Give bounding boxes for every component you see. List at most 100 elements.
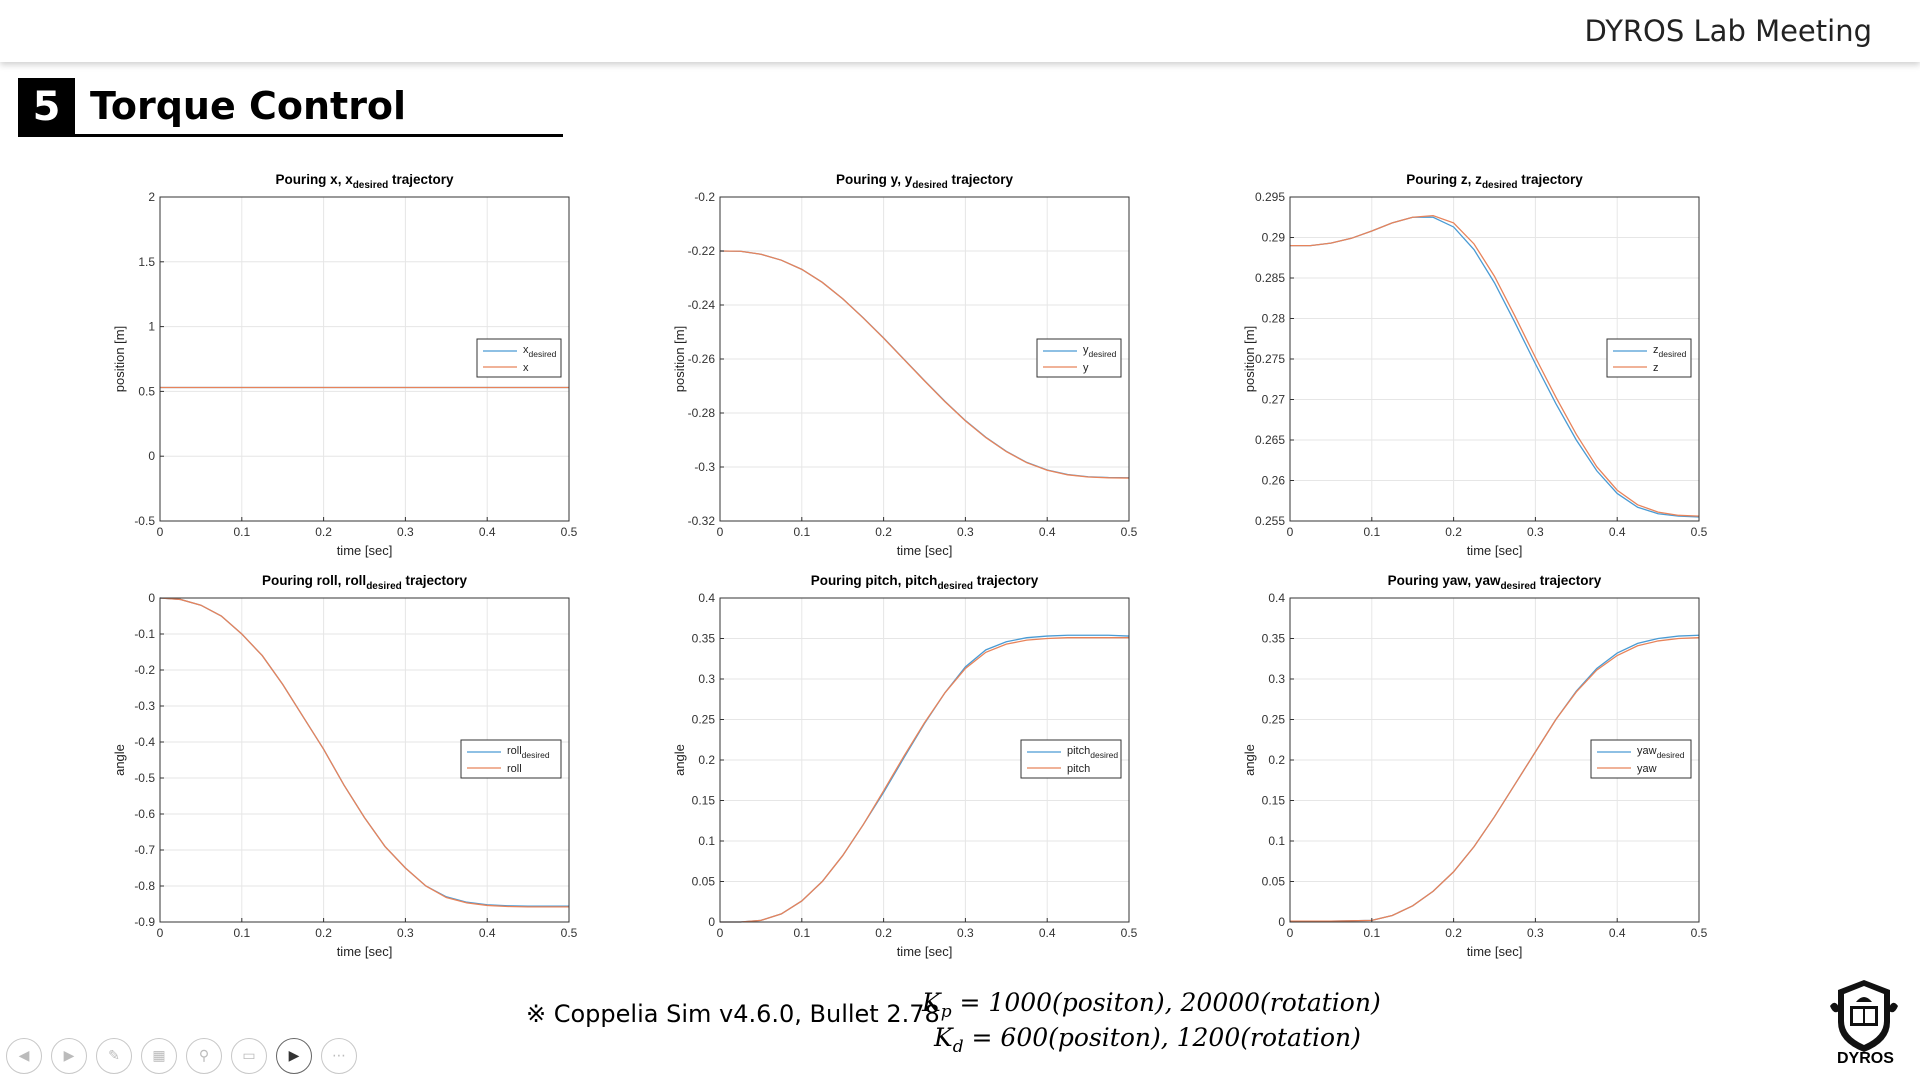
y-axis-label: position [m] <box>112 326 127 392</box>
x-tick-label: 0.5 <box>561 926 578 940</box>
subtitles-icon[interactable]: ▭ <box>231 1038 267 1074</box>
kd-subscript: d <box>952 1037 964 1057</box>
x-axis-label: time [sec] <box>1467 944 1523 959</box>
y-tick-label: 0.4 <box>1268 591 1285 605</box>
x-tick-label: 0.5 <box>561 525 578 539</box>
y-tick-label: -0.6 <box>134 807 155 821</box>
section-underline <box>18 134 563 137</box>
chart-title: Pouring yaw, yawdesired trajectory <box>1388 573 1602 592</box>
legend-entry: rolldesired <box>507 745 550 760</box>
chart-roll-trajectory: 0 0.1 0.2 0.3 0.4 0.5 -0.9 -0.8 -0.7 -0.6 -0.5 -0.4… <box>112 573 578 959</box>
legend-box <box>1036 338 1122 378</box>
pen-icon[interactable]: ✎ <box>96 1038 132 1074</box>
x-tick-label: 0.4 <box>1609 525 1626 539</box>
x-axis-label: time [sec] <box>897 543 953 558</box>
legend-box <box>460 739 562 779</box>
x-tick-label: 0.4 <box>1609 926 1626 940</box>
camera-icon[interactable]: ▶ <box>276 1038 312 1074</box>
y-tick-label: -0.3 <box>694 460 715 474</box>
y-tick-label: -0.24 <box>688 298 716 312</box>
y-tick-label: 0.29 <box>1262 231 1286 245</box>
y-tick-label: 0 <box>708 915 715 929</box>
y-tick-label: 0.275 <box>1255 352 1285 366</box>
legend-entry: z <box>1653 362 1659 374</box>
next-icon[interactable]: ▶ <box>51 1038 87 1074</box>
simulation-note: ※ Coppelia Sim v4.6.0, Bullet 2.78 <box>526 1000 940 1028</box>
y-tick-label: 0.3 <box>1268 672 1285 686</box>
header-bar: DYROS Lab Meeting <box>0 0 1920 62</box>
x-axis-label: time [sec] <box>1467 543 1523 558</box>
series-line-actual <box>720 637 1129 923</box>
chart-yaw-trajectory: 0 0.1 0.2 0.3 0.4 0.5 0 0.05 0.1 0.15 0.2 0.25 0.3 0.… <box>1242 573 1708 959</box>
x-tick-label: 0.5 <box>1691 525 1708 539</box>
y-tick-label: 0.255 <box>1255 514 1285 528</box>
x-tick-label: 0.3 <box>1527 926 1544 940</box>
y-tick-label: 0.5 <box>138 384 155 398</box>
chart-title: Pouring z, zdesired trajectory <box>1406 172 1583 191</box>
y-tick-label: 0.35 <box>692 632 716 646</box>
kd-value: = 600(positon), 1200(rotation) <box>971 1023 1361 1052</box>
y-tick-label: -0.28 <box>688 406 716 420</box>
x-axis-label: time [sec] <box>337 543 393 558</box>
y-tick-label: 0.15 <box>692 794 716 808</box>
legend-entry: pitch <box>1067 763 1090 775</box>
y-tick-label: 1.5 <box>138 255 155 269</box>
x-tick-label: 0.4 <box>479 525 496 539</box>
prev-icon[interactable]: ◀ <box>6 1038 42 1074</box>
x-tick-label: 0.1 <box>793 926 810 940</box>
legend-entry: ydesired <box>1083 344 1117 359</box>
y-tick-label: -0.26 <box>688 352 716 366</box>
y-tick-label: -0.22 <box>688 244 716 258</box>
x-tick-label: 0.5 <box>1121 525 1138 539</box>
dyros-emblem-icon <box>1830 980 1898 1052</box>
y-tick-label: 0 <box>1278 915 1285 929</box>
slides-icon[interactable]: ▦ <box>141 1038 177 1074</box>
more-icon[interactable]: ⋯ <box>321 1038 357 1074</box>
series-line-actual <box>1290 637 1700 922</box>
y-tick-label: 0.285 <box>1255 271 1285 285</box>
x-tick-label: 0.5 <box>1691 926 1708 940</box>
y-tick-label: 0.25 <box>1262 713 1286 727</box>
logo-label: DYROS <box>1837 1050 1894 1067</box>
kp-formula: Kp = 1000(positon), 20000(rotation) <box>922 988 1381 1022</box>
y-tick-label: -0.3 <box>134 699 155 713</box>
x-tick-label: 0.2 <box>1445 926 1462 940</box>
y-tick-label: 0.15 <box>1262 794 1286 808</box>
y-tick-label: 0.2 <box>698 753 715 767</box>
y-tick-label: -0.2 <box>134 663 155 677</box>
legend-entry: y <box>1083 362 1089 374</box>
zoom-icon[interactable]: ⚲ <box>186 1038 222 1074</box>
y-tick-label: -0.2 <box>694 190 715 204</box>
x-tick-label: 0.2 <box>875 926 892 940</box>
y-tick-label: 0.05 <box>1262 875 1286 889</box>
y-tick-label: -0.5 <box>134 514 155 528</box>
x-tick-label: 0.3 <box>397 926 414 940</box>
legend-entry: pitchdesired <box>1067 745 1118 760</box>
kd-label: K <box>934 1023 953 1052</box>
x-tick-label: 0.2 <box>315 926 332 940</box>
series-line-actual <box>719 250 1130 479</box>
axes-box <box>159 196 570 522</box>
x-tick-label: 0.1 <box>1363 926 1380 940</box>
chart-title: Pouring x, xdesired trajectory <box>275 172 454 191</box>
legend-entry: xdesired <box>523 344 557 359</box>
x-tick-label: 0.3 <box>957 525 974 539</box>
chart-pitch-trajectory: 0 0.1 0.2 0.3 0.4 0.5 0 0.05 0.1 0.15 0.2 0.25 0.3 0.… <box>672 573 1138 959</box>
chart-y-trajectory: 0 0.1 0.2 0.3 0.4 0.5 -0.32 -0.3 -0.28 -0.26 -0.24… <box>672 172 1138 558</box>
legend-entry: zdesired <box>1653 344 1687 359</box>
y-tick-label: 1 <box>148 320 155 334</box>
y-tick-label: 0.27 <box>1262 393 1286 407</box>
x-tick-label: 0.2 <box>1445 525 1462 539</box>
y-tick-label: 0 <box>148 591 155 605</box>
chart-title: Pouring roll, rolldesired trajectory <box>262 573 468 592</box>
y-tick-label: -0.4 <box>134 735 155 749</box>
x-tick-label: 0.2 <box>315 525 332 539</box>
y-tick-label: -0.1 <box>134 627 155 641</box>
legend-box <box>1590 739 1692 779</box>
y-tick-label: 2 <box>148 190 155 204</box>
legend-entry: roll <box>507 763 522 775</box>
x-tick-label: 0.4 <box>479 926 496 940</box>
y-axis-label: angle <box>672 744 687 776</box>
meeting-title: DYROS Lab Meeting <box>1584 14 1872 48</box>
